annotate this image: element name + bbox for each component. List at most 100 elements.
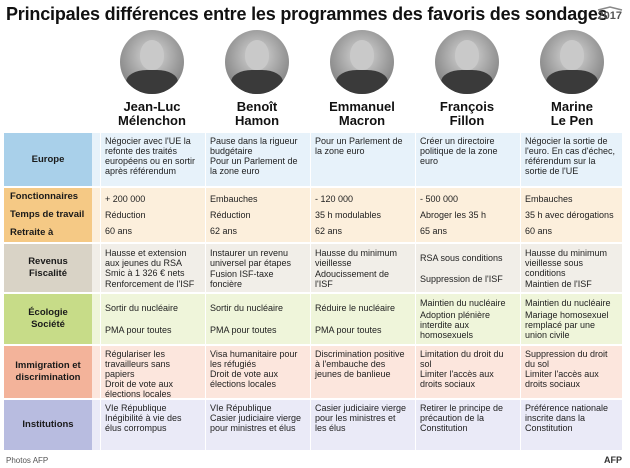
- cell-eco-3: Maintien du nucléaire Adoption plénière i…: [415, 294, 518, 344]
- candidate-photo: [540, 30, 604, 94]
- cell-item: Instaurer un revenu universel par étapes: [210, 247, 292, 268]
- row-label-immig: Immigration et discrimination: [4, 346, 92, 398]
- row-label-text: Société: [31, 319, 65, 330]
- row-label-text: Écologie: [28, 307, 68, 318]
- row-label-inst: Institutions: [4, 400, 92, 450]
- cell-europe-3: Créer un directoire politique de la zone…: [415, 133, 518, 186]
- candidate-0: Jean-Luc Mélenchon: [100, 30, 204, 128]
- cell-immig-0: Régulariser les travailleurs sans papier…: [100, 346, 203, 399]
- cell-item: 60 ans: [105, 226, 133, 236]
- row-label-eco: Écologie Société: [4, 294, 92, 344]
- candidate-photo: [330, 30, 394, 94]
- row-label-social: Fonctionnaires Temps de travail Retraite à: [4, 188, 92, 242]
- cell-inst-3: Retirer le principe de précaution de la …: [415, 400, 518, 450]
- cell-item: + 200 000: [105, 194, 146, 204]
- cell-revenus-2: Hausse du minimum vieillesse Adoucissemen…: [310, 244, 413, 292]
- row-label-text: Temps de travail: [10, 209, 85, 220]
- cell-item: Réduire le nucléaire: [315, 303, 396, 313]
- candidate-name: Benoît Hamon: [234, 99, 280, 128]
- cell-eco-2: Réduire le nucléaire PMA pour toutes: [310, 294, 413, 344]
- cell-immig-1: Visa humanitaire pour les réfugiés Droit…: [205, 346, 308, 398]
- cell-revenus-4: Hausse du minimum vieillesse sous condit…: [520, 244, 623, 292]
- row-revenus: [4, 244, 622, 292]
- cell-revenus-3: RSA sous conditions Suppression de l'ISF: [415, 244, 518, 292]
- cell-item: Hausse du minimum vieillesse sous condit…: [525, 247, 608, 278]
- cell-item: Réduction: [210, 210, 251, 220]
- cell-europe-2: Pour un Parlement de la zone euro: [310, 133, 413, 186]
- cell-item: 62 ans: [210, 226, 238, 236]
- cell-immig-2: Discrimination positive à l'embauche des…: [310, 346, 413, 398]
- candidate-name: Emmanuel Macron: [329, 99, 395, 128]
- election-logo-icon: [596, 6, 624, 28]
- row-label-europe: Europe: [4, 133, 92, 186]
- candidate-photo: [120, 30, 184, 94]
- page-title: Principales différences entre les progra…: [6, 4, 608, 24]
- cell-item: Sortir du nucléaire: [210, 303, 284, 313]
- cell-item: - 120 000: [315, 194, 354, 204]
- candidate-name: Marine Le Pen: [550, 99, 594, 128]
- cell-item: 35 h modulables: [315, 210, 382, 220]
- cell-item: Abroger les 35 h: [420, 210, 487, 220]
- cell-revenus-0: Hausse et extension aux jeunes du RSA Sm…: [100, 244, 203, 292]
- cell-immig-4: Suppression du droit du sol Limiter l'ac…: [520, 346, 623, 398]
- photo-credit: Photos AFP: [6, 456, 49, 465]
- cell-item: Hausse du minimum vieillesse: [315, 247, 398, 268]
- cell-item: Fusion ISF-taxe foncière: [210, 268, 274, 289]
- cell-item: Adoucissement de l'ISF: [315, 268, 390, 289]
- cell-item: Renforcement de l'ISF: [105, 278, 195, 289]
- cell-item: 60 ans: [525, 226, 553, 236]
- candidate-photo: [225, 30, 289, 94]
- cell-eco-4: Maintien du nucléaire Mariage homosexuel …: [520, 294, 623, 344]
- agency-logo: AFP: [604, 455, 622, 465]
- row-label-revenus: Revenus Fiscalité: [4, 244, 92, 292]
- cell-item: Embauches: [525, 194, 573, 204]
- cell-item: Adoption plénière interdite aux homosexu…: [420, 310, 491, 340]
- candidate-4: Marine Le Pen: [520, 30, 624, 128]
- cell-item: Maintien de l'ISF: [525, 278, 592, 289]
- candidate-3: François Fillon: [415, 30, 519, 128]
- cell-inst-1: VIe République Casier judiciaire vierge …: [205, 400, 308, 450]
- cell-inst-2: Casier judiciaire vierge pour les minist…: [310, 400, 413, 450]
- row-label-text: Revenus: [28, 256, 68, 267]
- cell-item: PMA pour toutes: [210, 325, 277, 335]
- candidate-photo: [435, 30, 499, 94]
- row-inst: [4, 400, 622, 450]
- cell-item: Mariage homosexuel remplacé par une unio…: [525, 310, 609, 340]
- cell-item: PMA pour toutes: [315, 325, 382, 335]
- cell-item: - 500 000: [420, 194, 459, 204]
- candidate-name: François Fillon: [439, 99, 495, 128]
- cell-item: Suppression de l'ISF: [420, 273, 503, 284]
- row-label-text: Institutions: [22, 419, 74, 430]
- cell-europe-1: Pause dans la rigueur budgétaire Pour un…: [205, 133, 308, 186]
- row-europe: [4, 133, 622, 186]
- cell-social-2: - 120 000 35 h modulables 62 ans: [310, 188, 413, 242]
- cell-item: Réduction: [105, 210, 146, 220]
- row-label-text: Fonctionnaires: [10, 191, 79, 202]
- cell-item: 65 ans: [420, 226, 448, 236]
- cell-item: Maintien du nucléaire: [420, 298, 506, 308]
- cell-item: PMA pour toutes: [105, 325, 172, 335]
- cell-item: 62 ans: [315, 226, 343, 236]
- cell-social-4: Embauches 35 h avec dérogations 60 ans: [520, 188, 623, 242]
- cell-europe-0: Négocier avec l'UE la refonte des traité…: [100, 133, 203, 186]
- cell-item: Maintien du nucléaire: [525, 298, 611, 308]
- cell-item: Sortir du nucléaire: [105, 303, 179, 313]
- cell-inst-4: Préférence nationale inscrite dans la Co…: [520, 400, 623, 450]
- cell-eco-0: Sortir du nucléaire PMA pour toutes: [100, 294, 203, 344]
- cell-social-1: Embauches Réduction 62 ans: [205, 188, 308, 242]
- row-immig: [4, 346, 622, 398]
- cell-eco-1: Sortir du nucléaire PMA pour toutes: [205, 294, 308, 344]
- cell-social-3: - 500 000 Abroger les 35 h 65 ans: [415, 188, 518, 242]
- row-label-text: Fiscalité: [28, 268, 68, 279]
- row-social: [4, 188, 622, 242]
- cell-inst-0: VIe République Inégibilité à vie des élu…: [100, 400, 203, 450]
- cell-item: 35 h avec dérogations: [525, 210, 614, 220]
- cell-social-0: + 200 000 Réduction 60 ans: [100, 188, 203, 242]
- row-label-text: Retraite à: [10, 227, 54, 238]
- cell-item: RSA sous conditions: [420, 252, 503, 263]
- cell-revenus-1: Instaurer un revenu universel par étapes…: [205, 244, 308, 292]
- row-eco: [4, 294, 622, 344]
- cell-item: Hausse et extension aux jeunes du RSA Sm…: [105, 247, 187, 278]
- candidate-1: Benoît Hamon: [205, 30, 309, 128]
- cell-immig-3: Limitation du droit du sol Limiter l'acc…: [415, 346, 518, 398]
